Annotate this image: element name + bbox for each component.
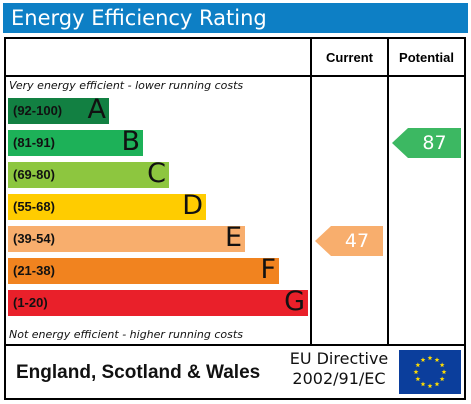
band-letter: E <box>224 222 242 253</box>
column-header-potential: Potential <box>399 50 454 65</box>
caption-efficient: Very energy efficient - lower running co… <box>9 79 244 92</box>
potential-rating-arrow: 87 <box>392 128 461 158</box>
eu-star-icon <box>415 376 421 382</box>
eu-star-icon <box>439 376 445 382</box>
eu-star-icon <box>434 381 440 387</box>
column-divider-potential <box>387 39 389 346</box>
band-g: (1-20) G <box>8 286 308 317</box>
band-letter: D <box>182 190 203 221</box>
eu-star-icon <box>420 357 426 362</box>
band-range-label: (21-38) <box>13 263 55 278</box>
band-range-label: (69-80) <box>13 167 55 182</box>
band-range-label: (92-100) <box>13 103 63 118</box>
eu-star-icon <box>427 355 433 361</box>
current-rating-value: 47 <box>344 230 370 252</box>
eu-star-icon <box>415 362 421 368</box>
band-range-label: (55-68) <box>13 199 55 214</box>
band-letter: F <box>260 254 276 285</box>
band-range-label: (1-20) <box>13 295 48 310</box>
band-e: (39-54) E <box>8 222 245 253</box>
band-f: (21-38) F <box>8 254 279 285</box>
band-letter: C <box>147 158 166 189</box>
band-c: (69-80) C <box>8 158 169 189</box>
directive-line-1: EU Directive <box>289 349 389 368</box>
potential-rating-value: 87 <box>422 132 447 154</box>
eu-star-icon <box>413 369 419 375</box>
band-letter: A <box>87 94 106 125</box>
eu-flag-icon <box>399 350 461 394</box>
column-divider-current <box>310 39 312 346</box>
region-label: England, Scotland & Wales <box>16 362 261 383</box>
band-letter: B <box>121 126 140 157</box>
band-range-label: (81-91) <box>13 135 55 150</box>
header-row-divider <box>4 75 466 77</box>
caption-inefficient: Not energy efficient - higher running co… <box>9 328 243 341</box>
footer-divider <box>4 344 466 346</box>
directive-line-2: 2002/91/EC <box>292 369 386 388</box>
eu-star-icon <box>427 383 433 389</box>
band-b: (81-91) B <box>8 126 143 157</box>
band-letter: G <box>284 286 305 317</box>
band-range-label: (39-54) <box>13 231 55 246</box>
header-title: Energy Efficiency Rating <box>3 3 468 33</box>
eu-star-icon <box>434 357 440 362</box>
band-a: (92-100) A <box>8 94 109 125</box>
eu-star-icon <box>420 381 426 387</box>
eu-star-icon <box>439 362 445 368</box>
eu-directive: EU Directive 2002/91/EC <box>283 349 395 389</box>
eu-flag-stars <box>413 355 447 389</box>
current-rating-arrow: 47 <box>315 226 383 256</box>
eu-star-icon <box>441 369 447 375</box>
potential-arrow-shape <box>392 128 461 158</box>
column-header-current: Current <box>326 50 373 65</box>
band-d: (55-68) D <box>8 190 206 221</box>
rating-frame <box>4 37 466 400</box>
current-arrow-shape <box>315 226 383 256</box>
